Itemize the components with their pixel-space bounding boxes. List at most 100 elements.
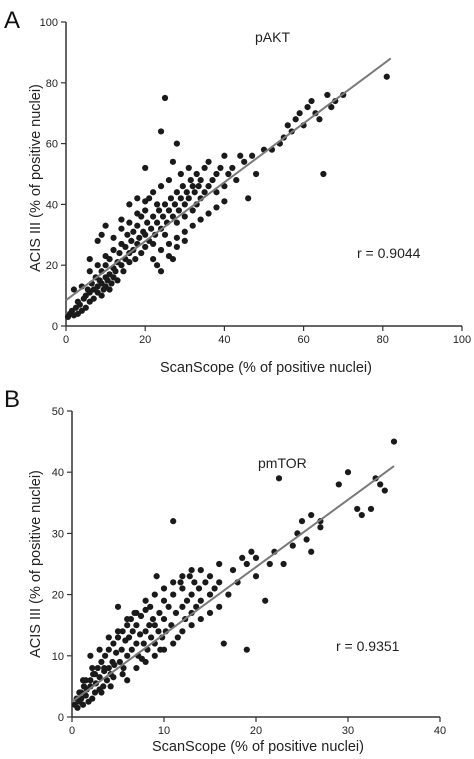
data-point-a: [94, 237, 101, 244]
data-point-a: [173, 140, 180, 147]
data-point-a: [205, 183, 212, 190]
x-tick-label-a: 20: [139, 334, 151, 346]
data-point-a: [167, 195, 175, 202]
data-point-b: [89, 695, 96, 702]
data-point-a: [118, 225, 125, 232]
data-point-b: [179, 628, 186, 635]
data-point-a: [177, 170, 184, 178]
data-point-b: [98, 689, 105, 696]
data-point-b: [220, 640, 227, 647]
data-point-b: [82, 692, 89, 699]
data-point-a: [197, 176, 204, 184]
data-point-a: [189, 222, 196, 229]
chart-title-a: pAKT: [255, 29, 290, 45]
data-point-a: [159, 213, 167, 220]
data-point-a: [148, 225, 155, 232]
data-point-b: [105, 664, 112, 672]
data-point-a: [173, 189, 180, 196]
data-point-a: [173, 243, 180, 251]
data-point-b: [120, 664, 127, 672]
panel-letter-b: B: [4, 386, 20, 413]
data-point-a: [94, 262, 101, 269]
panel-letter-a: A: [4, 7, 20, 34]
data-point-a: [181, 201, 188, 208]
data-point-b: [79, 677, 87, 684]
data-point-a: [205, 158, 212, 165]
data-point-b: [317, 524, 324, 531]
data-point-b: [103, 677, 111, 684]
data-point-a: [383, 73, 390, 80]
data-point-a: [134, 195, 141, 202]
data-point-b: [151, 591, 158, 598]
data-point-b: [165, 603, 172, 610]
data-point-b: [202, 579, 209, 586]
data-point-a: [102, 252, 109, 260]
data-point-b: [148, 634, 155, 641]
data-point-a: [134, 210, 141, 217]
y-tick-label-b: 0: [58, 712, 64, 724]
x-tick-label-b: 40: [434, 725, 446, 737]
data-point-b: [74, 704, 81, 711]
data-point-a: [112, 268, 119, 275]
data-point-a: [193, 170, 200, 178]
data-point-a: [233, 176, 240, 184]
data-point-a: [165, 252, 173, 260]
y-tick-label-b: 40: [52, 467, 64, 479]
data-point-b: [102, 652, 109, 659]
data-point-a: [138, 249, 145, 257]
data-point-a: [120, 268, 127, 275]
correlation-label-b: r = 0.9351: [336, 638, 400, 654]
data-point-b: [142, 628, 149, 635]
data-point-a: [304, 104, 311, 111]
data-point-b: [170, 518, 177, 525]
data-point-b: [124, 615, 131, 623]
data-point-b: [191, 579, 198, 586]
data-point-a: [130, 228, 137, 235]
data-point-a: [189, 207, 196, 214]
data-point-a: [173, 234, 180, 241]
data-point-a: [157, 246, 165, 254]
data-point-a: [328, 104, 335, 111]
data-point-b: [335, 481, 342, 488]
data-point-b: [137, 612, 145, 620]
data-point-b: [110, 640, 117, 647]
data-point-b: [225, 591, 232, 598]
data-point-a: [161, 94, 169, 102]
y-axis-title-a: ACIS III (% of positive nuclei): [28, 84, 44, 272]
x-tick-label-b: 0: [69, 725, 75, 737]
data-point-b: [252, 573, 260, 580]
data-point-a: [157, 128, 165, 135]
data-point-b: [105, 646, 112, 653]
data-point-b: [114, 634, 122, 641]
data-point-a: [118, 262, 125, 269]
data-point-b: [354, 505, 361, 513]
data-point-b: [188, 622, 195, 629]
data-point-b: [140, 640, 147, 647]
x-tick-label-a: 100: [453, 334, 471, 346]
data-point-a: [142, 207, 149, 214]
data-point-b: [96, 674, 103, 681]
data-point-b: [151, 652, 158, 659]
data-point-b: [118, 646, 125, 653]
data-point-b: [275, 475, 283, 482]
data-point-b: [195, 585, 203, 592]
data-point-a: [161, 201, 169, 208]
data-point-b: [160, 597, 168, 604]
data-point-b: [243, 560, 250, 568]
data-point-a: [153, 219, 161, 226]
data-point-b: [266, 560, 273, 568]
data-point-a: [150, 213, 157, 220]
data-point-a: [108, 280, 115, 287]
data-point-a: [213, 170, 220, 178]
data-point-b: [229, 567, 237, 574]
data-point-a: [191, 189, 198, 196]
data-point-a: [183, 189, 190, 196]
data-point-a: [70, 286, 78, 293]
data-point-a: [142, 231, 149, 238]
data-point-a: [320, 170, 327, 178]
data-point-a: [153, 262, 161, 269]
regression-line-a: [65, 57, 392, 301]
data-point-b: [114, 603, 122, 610]
data-point-b: [188, 567, 195, 574]
data-point-b: [262, 597, 269, 604]
